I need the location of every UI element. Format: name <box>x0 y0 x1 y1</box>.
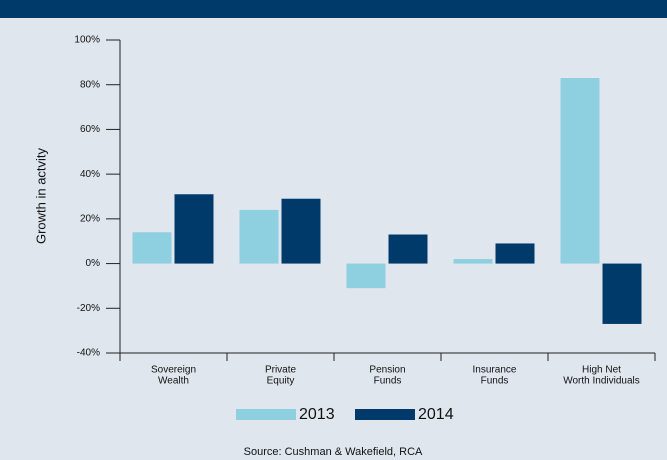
bar <box>174 194 214 264</box>
x-tick-label: Equity <box>267 376 295 387</box>
bar <box>346 263 386 289</box>
bar <box>495 243 535 264</box>
x-tick-label: Worth Individuals <box>563 376 640 387</box>
x-tick-label: Insurance <box>473 365 517 376</box>
bar <box>132 232 172 264</box>
x-tick-label: Private <box>265 365 297 376</box>
y-tick-label: 100% <box>74 35 100 46</box>
legend-swatch <box>355 409 415 420</box>
bar <box>602 263 642 324</box>
bar <box>560 78 600 264</box>
x-tick-label: Funds <box>481 376 509 387</box>
legend-label: 2013 <box>299 406 335 423</box>
legend-label: 2014 <box>418 406 454 423</box>
y-tick-label: 0% <box>86 258 101 269</box>
source: Source: Cushman & Wakefield, RCA <box>244 446 423 458</box>
y-tick-label: 60% <box>80 124 100 135</box>
x-tick-label: Sovereign <box>151 365 196 376</box>
x-tick-label: Funds <box>374 376 402 387</box>
y-tick-label: 80% <box>80 79 100 90</box>
y-tick-label: -20% <box>77 303 100 314</box>
y-tick-label: -40% <box>77 348 100 359</box>
y-axis-label: Growth in actvity <box>33 147 48 244</box>
legend-swatch <box>236 409 296 420</box>
y-tick-label: 20% <box>80 213 100 224</box>
x-tick-label: Pension <box>369 365 405 376</box>
bar <box>453 259 493 264</box>
bar <box>239 209 279 264</box>
x-tick-label: High Net <box>582 365 621 376</box>
x-tick-label: Wealth <box>158 376 189 387</box>
header-band <box>0 0 667 18</box>
bar <box>281 198 321 264</box>
bar <box>388 234 428 264</box>
y-tick-label: 40% <box>80 169 100 180</box>
